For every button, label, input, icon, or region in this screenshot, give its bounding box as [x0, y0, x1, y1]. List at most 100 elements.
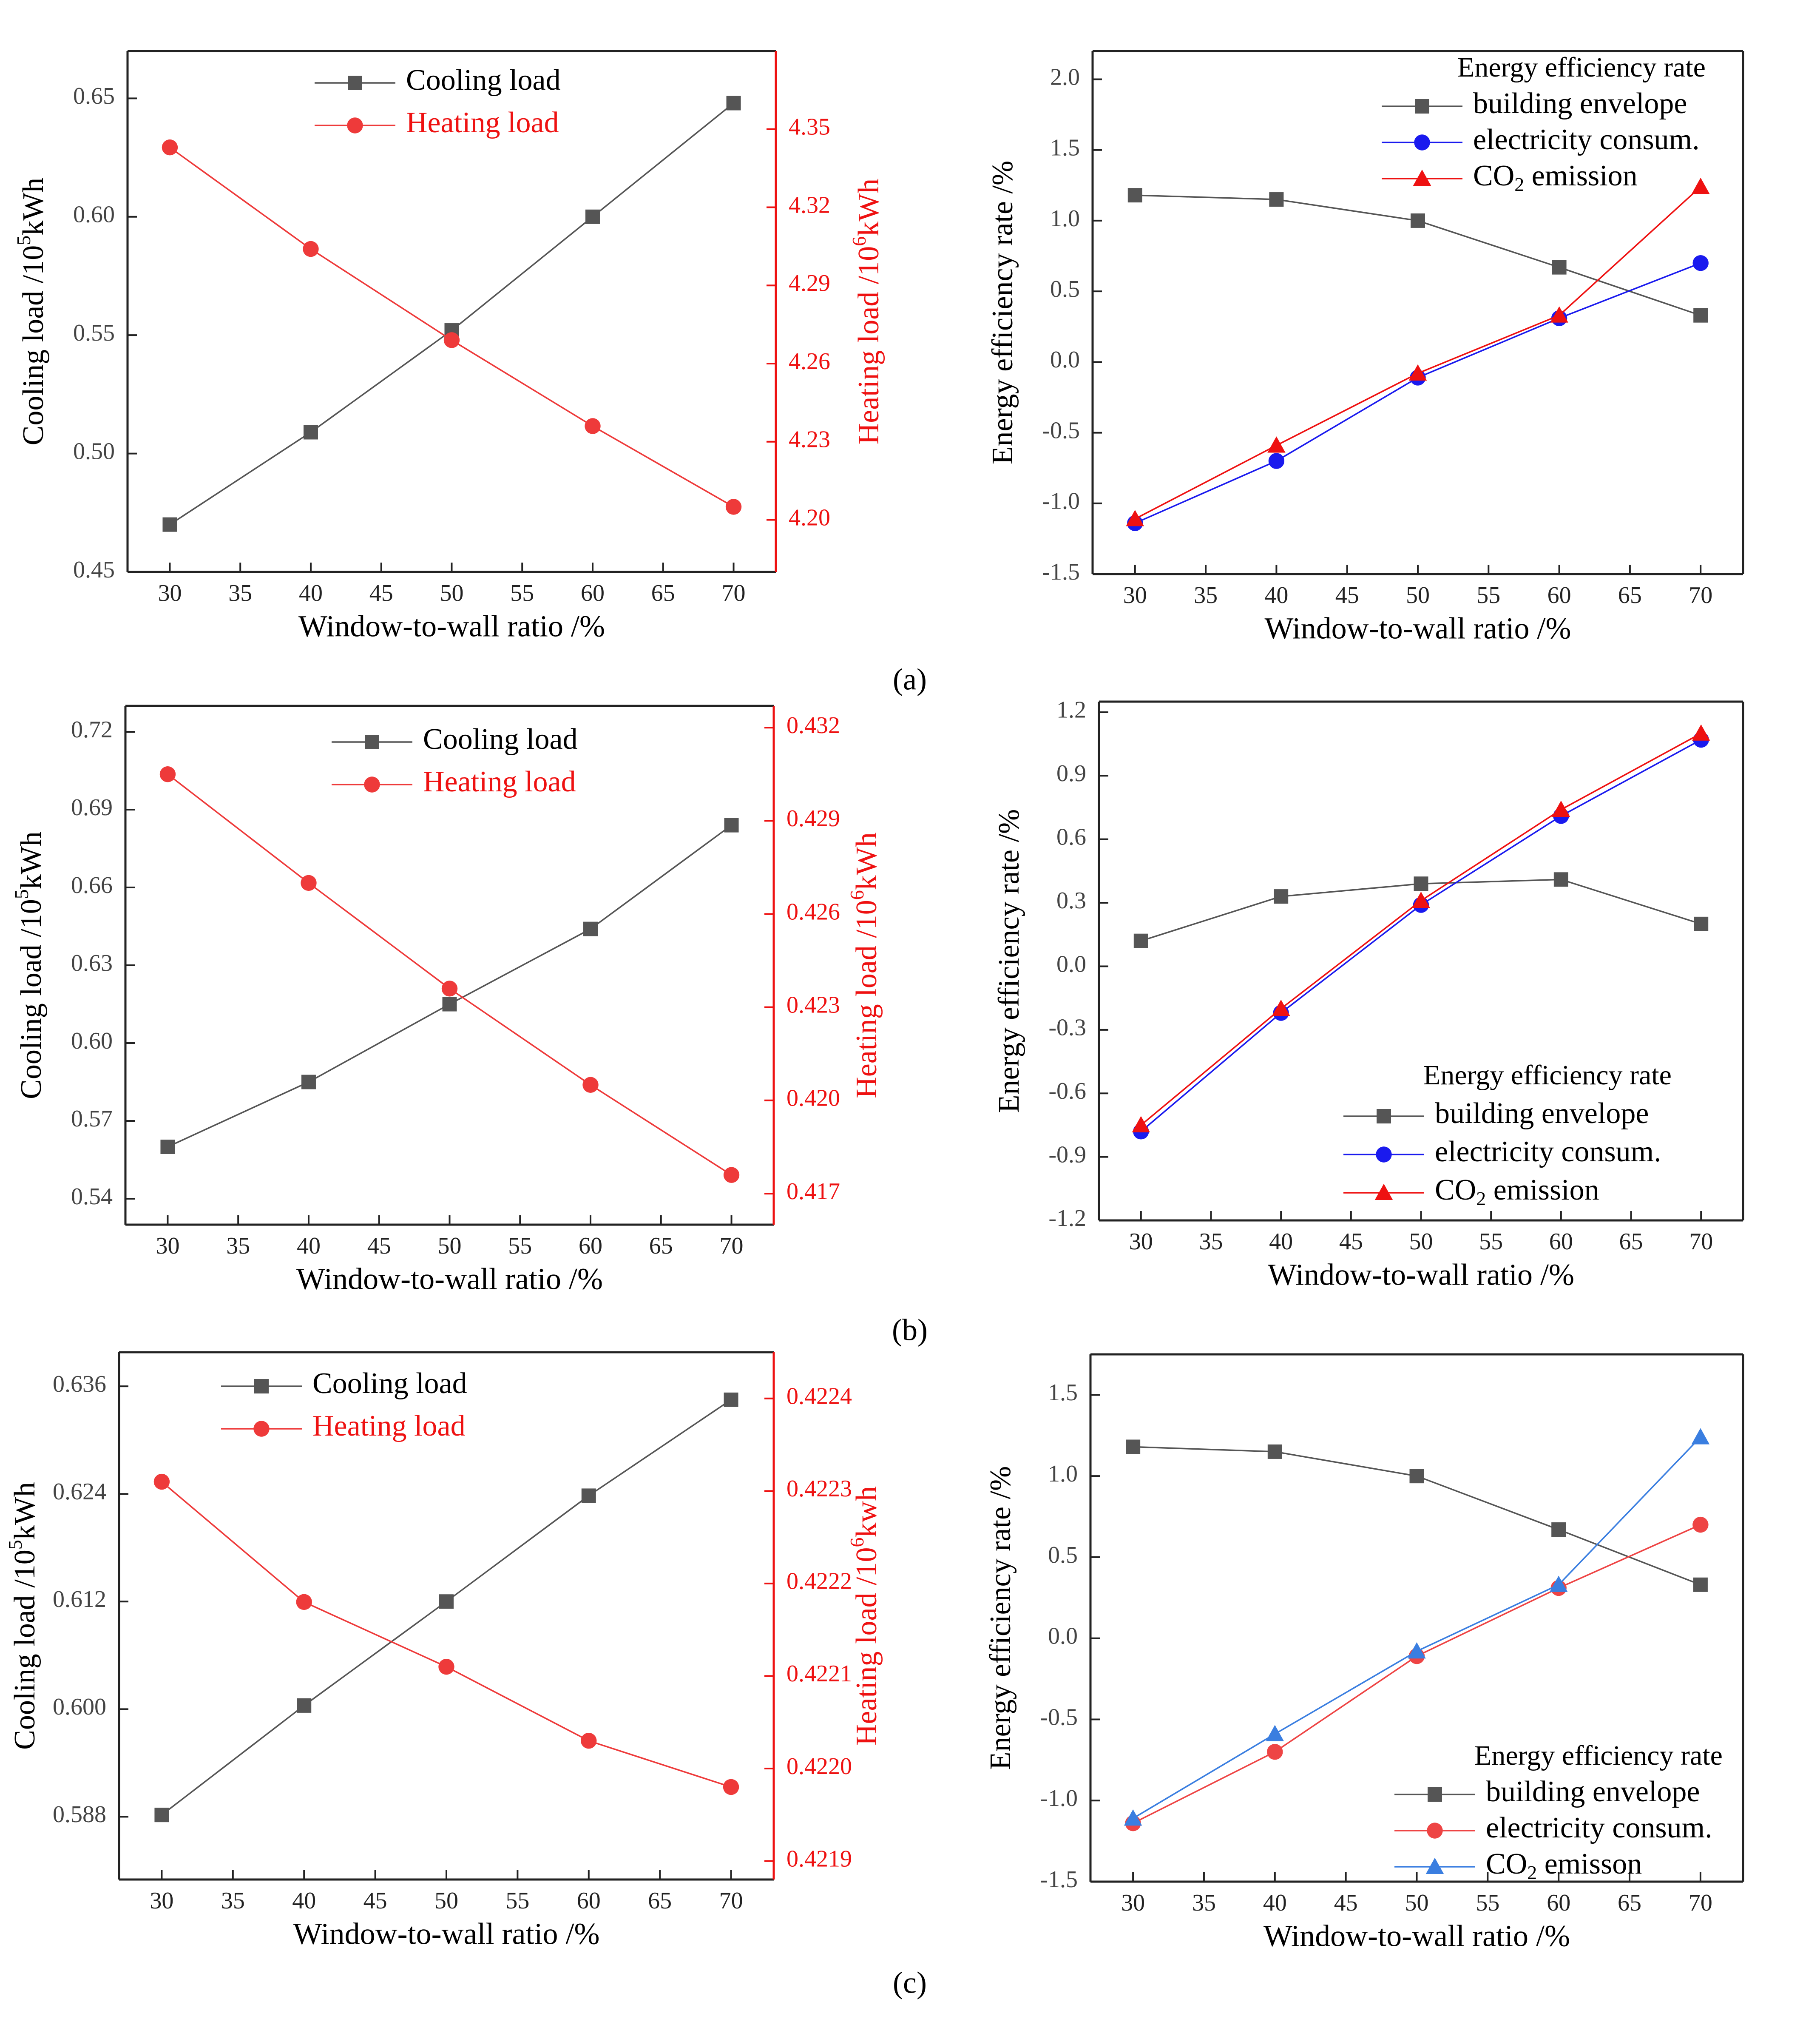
y-tick-label: -0.9 [1048, 1141, 1086, 1168]
legend-label: Heating load [423, 765, 576, 798]
x-tick-label: 70 [720, 1233, 744, 1259]
y-tick-label: 0.0 [1048, 1623, 1078, 1649]
legend-label: Heating load [406, 106, 559, 139]
y-tick-label: 0.57 [71, 1106, 113, 1132]
legend-marker [365, 735, 379, 749]
x-tick-label: 50 [1409, 1228, 1433, 1255]
panel-label-a: (a) [893, 663, 927, 697]
y-tick-label: -1.5 [1040, 1866, 1078, 1893]
x-tick-label: 35 [226, 1233, 250, 1259]
y-axis-title: Energy efficiency rate /% [984, 1466, 1017, 1770]
data-point [585, 418, 601, 434]
y-tick-label: 0.60 [71, 1028, 113, 1054]
x-tick-label: 50 [434, 1888, 458, 1914]
x-axis-title: Window-to-wall ratio /% [296, 1262, 603, 1296]
y-tick-label: 0.5 [1050, 276, 1080, 302]
y-tick-label: -1.2 [1048, 1205, 1086, 1231]
legend-title: Energy efficiency rate [1474, 1740, 1723, 1771]
y-tick-label: -0.6 [1048, 1078, 1086, 1104]
chart-c-left: 30 35 40 45 50 55 60 65 70 Window-to-wall ratio /… [4, 1351, 883, 1951]
data-point [1411, 213, 1425, 228]
data-point [1127, 188, 1142, 203]
x-tick-label: 35 [1192, 1890, 1216, 1916]
y2-tick-label: 0.426 [786, 899, 840, 925]
x-tick-label: 35 [221, 1888, 245, 1914]
x-tick-label: 65 [651, 580, 675, 606]
data-point [1126, 510, 1144, 526]
data-point [723, 1779, 739, 1795]
y-tick-label: 2.0 [1050, 64, 1080, 90]
y-tick-label: 0.60 [73, 202, 115, 228]
data-point [1693, 308, 1708, 323]
data-point [441, 981, 458, 997]
x-tick-label: 50 [438, 1233, 462, 1259]
data-point [581, 1732, 597, 1749]
data-point [1274, 889, 1289, 904]
legend-label: electricity consum. [1486, 1811, 1712, 1844]
y2-tick-label: 0.4224 [786, 1383, 852, 1410]
data-point [1267, 1444, 1282, 1459]
data-point [723, 1167, 740, 1183]
y2-axis-title: Heating load /106kwh [846, 1486, 883, 1746]
x-tick-label: 40 [1269, 1228, 1293, 1255]
data-point [1133, 933, 1148, 948]
y2-axis-title: Heating load /106kWh [846, 832, 883, 1098]
x-tick-label: 35 [228, 580, 252, 606]
legend-label: building envelope [1486, 1775, 1700, 1808]
chart-a-left: 30 35 40 45 50 55 60 65 70 Window-to-wall ratio /… [13, 50, 885, 643]
data-point [1694, 916, 1709, 931]
data-point [725, 499, 742, 515]
data-point [438, 1658, 454, 1675]
data-point [585, 209, 600, 224]
y-tick-label: 1.5 [1048, 1379, 1078, 1406]
y-tick-label: -0.3 [1048, 1015, 1086, 1041]
x-tick-label: 70 [1689, 582, 1712, 609]
data-point [1691, 177, 1710, 194]
legend-marker [1413, 169, 1431, 186]
legend-marker [364, 776, 380, 793]
data-point [1267, 436, 1286, 453]
data-point [1693, 1577, 1708, 1592]
x-tick-label: 30 [1121, 1890, 1145, 1916]
legend-label: Cooling load [406, 64, 561, 97]
y2-tick-label: 0.423 [786, 992, 840, 1018]
y-tick-label: -1.0 [1040, 1785, 1078, 1811]
y-tick-label: 0.55 [73, 320, 115, 346]
y-tick-label: 0.612 [53, 1586, 106, 1612]
x-tick-label: 60 [579, 1233, 602, 1259]
data-point [303, 425, 318, 440]
x-tick-label: 30 [158, 580, 182, 606]
x-tick-label: 55 [505, 1888, 529, 1914]
legend: Cooling load Heating load [221, 1367, 467, 1442]
y-tick-label: 0.3 [1056, 887, 1086, 914]
data-point [297, 1698, 312, 1713]
data-point [1550, 306, 1568, 323]
x-tick-label: 30 [156, 1233, 179, 1259]
y2-tick-label: 0.420 [786, 1085, 840, 1112]
y-tick-label: 0.66 [71, 872, 113, 899]
y-tick-label: 0.588 [53, 1801, 106, 1828]
legend: Energy efficiency rate building envelopee… [1394, 1740, 1723, 1883]
y-tick-label: 0.65 [73, 83, 115, 109]
legend-marker [347, 117, 363, 134]
legend-marker [1427, 1823, 1443, 1839]
y-tick-label: 0.0 [1050, 347, 1080, 373]
x-tick-label: 45 [369, 580, 393, 606]
x-tick-label: 70 [722, 580, 746, 606]
data-point [301, 875, 317, 891]
y-tick-label: 0.9 [1056, 760, 1086, 787]
data-point [583, 921, 598, 936]
data-point [1552, 800, 1570, 817]
y2-tick-label: 4.32 [789, 192, 830, 218]
x-tick-label: 30 [1129, 1228, 1153, 1255]
y-tick-label: 0.6 [1056, 824, 1086, 850]
data-point [1132, 1116, 1150, 1132]
y-tick-label: 0.54 [71, 1183, 113, 1210]
data-point [162, 517, 177, 532]
panel-label-b: (b) [892, 1313, 928, 1347]
data-point [1408, 364, 1427, 381]
y-tick-label: 1.0 [1050, 205, 1080, 232]
y2-tick-label: 0.4220 [786, 1753, 852, 1780]
data-point [162, 139, 178, 156]
